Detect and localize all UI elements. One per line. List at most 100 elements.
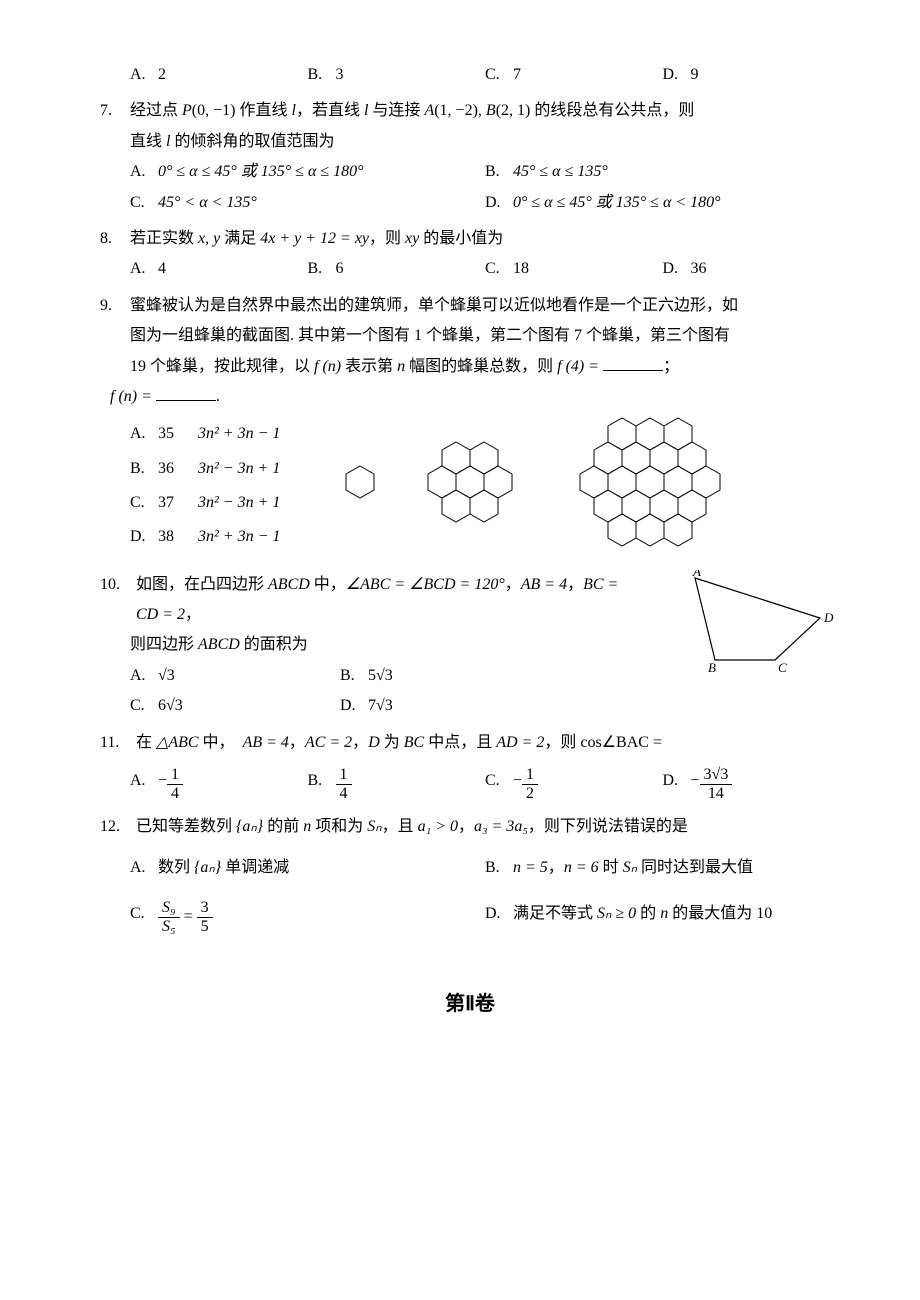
math-var: P bbox=[182, 102, 192, 119]
q11-option-b: B.14 bbox=[308, 766, 486, 802]
q12-option-c: C.S₉S₅ = 35 bbox=[130, 899, 485, 935]
text: = bbox=[180, 908, 197, 925]
text: 19 个蜂巢，按此规律，以 bbox=[130, 358, 314, 375]
question-6-options: A.2 B.3 C.7 D.9 bbox=[100, 60, 840, 90]
fraction: 14 bbox=[167, 766, 183, 802]
option-label: A. bbox=[130, 661, 148, 691]
question-stem: 经过点 P(0, −1) 作直线 l，若直线 l 与连接 A(1, −2), B… bbox=[130, 96, 694, 126]
text: ，若直线 bbox=[296, 102, 364, 119]
q7-option-b: B.45° ≤ α ≤ 135° bbox=[485, 157, 840, 187]
text: 中， bbox=[310, 576, 346, 593]
option-label: C. bbox=[130, 488, 148, 518]
q6-option-d: D.9 bbox=[663, 60, 841, 90]
option-label: B. bbox=[485, 853, 503, 883]
q11-option-c: C.−12 bbox=[485, 766, 663, 802]
option-value: 36 bbox=[691, 254, 707, 284]
option-label: D. bbox=[663, 60, 681, 90]
option-label: A. bbox=[130, 254, 148, 284]
q8-option-d: D.36 bbox=[663, 254, 841, 284]
option-value: S₉S₅ = 35 bbox=[158, 899, 213, 935]
text: 的线段总有公共点，则 bbox=[530, 102, 694, 119]
math-eq: ∠ABC = ∠BCD = 120° bbox=[346, 576, 505, 593]
option-value: 0° ≤ α ≤ 45° 或 135° ≤ α < 180° bbox=[513, 188, 721, 218]
option-label: B. bbox=[485, 157, 503, 187]
text: ， bbox=[352, 734, 368, 751]
text: ，则 bbox=[369, 230, 405, 247]
sign: − bbox=[691, 766, 700, 802]
question-7: 7. 经过点 P(0, −1) 作直线 l，若直线 l 与连接 A(1, −2)… bbox=[100, 96, 840, 218]
option-value: n = 5，n = 6 时 Sₙ 同时达到最大值 bbox=[513, 853, 753, 883]
option-v2: 3n² − 3n + 1 bbox=[198, 454, 280, 484]
numerator: 1 bbox=[336, 766, 352, 785]
math-var: A bbox=[424, 102, 434, 119]
option-value: 18 bbox=[513, 254, 529, 284]
math-val: 10 bbox=[756, 905, 772, 922]
text: 满足不等式 bbox=[513, 905, 597, 922]
text: 在 bbox=[136, 734, 156, 751]
question-number: 10. bbox=[100, 570, 136, 631]
q9-option-a: A.353n² + 3n − 1 bbox=[130, 419, 330, 449]
question-stem: 如图，在凸四边形 ABCD 中，∠ABC = ∠BCD = 120°，AB = … bbox=[136, 570, 640, 631]
q10-option-d: D.7√3 bbox=[340, 691, 550, 721]
option-label: A. bbox=[130, 157, 148, 187]
math-eq: 4x + y + 12 = xy bbox=[260, 230, 369, 247]
option-value: 2 bbox=[158, 60, 166, 90]
q10-option-a: A.√3 bbox=[130, 661, 340, 691]
math-eq: a₃ = 3a₅ bbox=[474, 818, 528, 835]
fraction: S₉S₅ bbox=[158, 899, 180, 935]
q9-option-c: C.373n² − 3n + 1 bbox=[130, 488, 330, 518]
math-eq: cos∠BAC = bbox=[580, 734, 662, 751]
text: ，且 bbox=[382, 818, 418, 835]
option-v1: 38 bbox=[158, 522, 198, 552]
q9-option-b: B.363n² − 3n + 1 bbox=[130, 454, 330, 484]
text: 的面积为 bbox=[240, 636, 308, 653]
option-v1: 36 bbox=[158, 454, 198, 484]
numerator: 1 bbox=[167, 766, 183, 785]
math-eq: AB = 4 bbox=[243, 734, 289, 751]
text: ， bbox=[289, 734, 305, 751]
sign: − bbox=[158, 766, 167, 802]
q11-option-a: A.−14 bbox=[130, 766, 308, 802]
math-var: ABCD bbox=[268, 576, 310, 593]
honeycomb-figures bbox=[330, 412, 760, 563]
question-number: 7. bbox=[100, 96, 130, 126]
text: ， bbox=[458, 818, 474, 835]
vertex-label: C bbox=[778, 660, 787, 675]
option-label: C. bbox=[485, 60, 503, 90]
text: 直线 bbox=[130, 133, 166, 150]
option-value: 5√3 bbox=[368, 661, 393, 691]
text: 的前 bbox=[263, 818, 303, 835]
text: 时 bbox=[599, 859, 623, 876]
section-heading: 第Ⅱ卷 bbox=[100, 985, 840, 1023]
q8-option-c: C.18 bbox=[485, 254, 663, 284]
math-var: D bbox=[368, 734, 380, 751]
text: ， bbox=[505, 576, 521, 593]
q6-option-b: B.3 bbox=[308, 60, 486, 90]
math-eq: AB = 4 bbox=[521, 576, 567, 593]
question-10: A D C B 10. 如图，在凸四边形 ABCD 中，∠ABC = ∠BCD … bbox=[100, 570, 840, 722]
q12-option-a: A.数列 {aₙ} 单调递减 bbox=[130, 853, 485, 883]
q10-option-c: C.6√3 bbox=[130, 691, 340, 721]
math-args: (2, 1) bbox=[496, 102, 531, 119]
denominator: 14 bbox=[700, 785, 733, 803]
math-var: ABCD bbox=[198, 636, 240, 653]
math-eq: Sₙ ≥ 0 bbox=[597, 905, 636, 922]
option-label: D. bbox=[485, 899, 503, 935]
option-v1: 37 bbox=[158, 488, 198, 518]
text: 则四边形 bbox=[130, 636, 198, 653]
math-var: Sₙ bbox=[367, 818, 381, 835]
option-label: A. bbox=[130, 419, 148, 449]
question-stem: 若正实数 x, y 满足 4x + y + 12 = xy，则 xy 的最小值为 bbox=[130, 224, 503, 254]
q10-option-b: B.5√3 bbox=[340, 661, 550, 691]
math-args: (1, −2), bbox=[434, 102, 486, 119]
option-value: 4 bbox=[158, 254, 166, 284]
option-label: B. bbox=[308, 60, 326, 90]
option-v2: 3n² + 3n − 1 bbox=[198, 419, 280, 449]
math-var: BC bbox=[404, 734, 424, 751]
option-label: C. bbox=[130, 188, 148, 218]
q7-option-d: D.0° ≤ α ≤ 45° 或 135° ≤ α < 180° bbox=[485, 188, 840, 218]
text: 作直线 bbox=[235, 102, 291, 119]
sign: − bbox=[513, 766, 522, 802]
denominator: 2 bbox=[522, 785, 538, 803]
math-fn: f (n) bbox=[314, 358, 341, 375]
